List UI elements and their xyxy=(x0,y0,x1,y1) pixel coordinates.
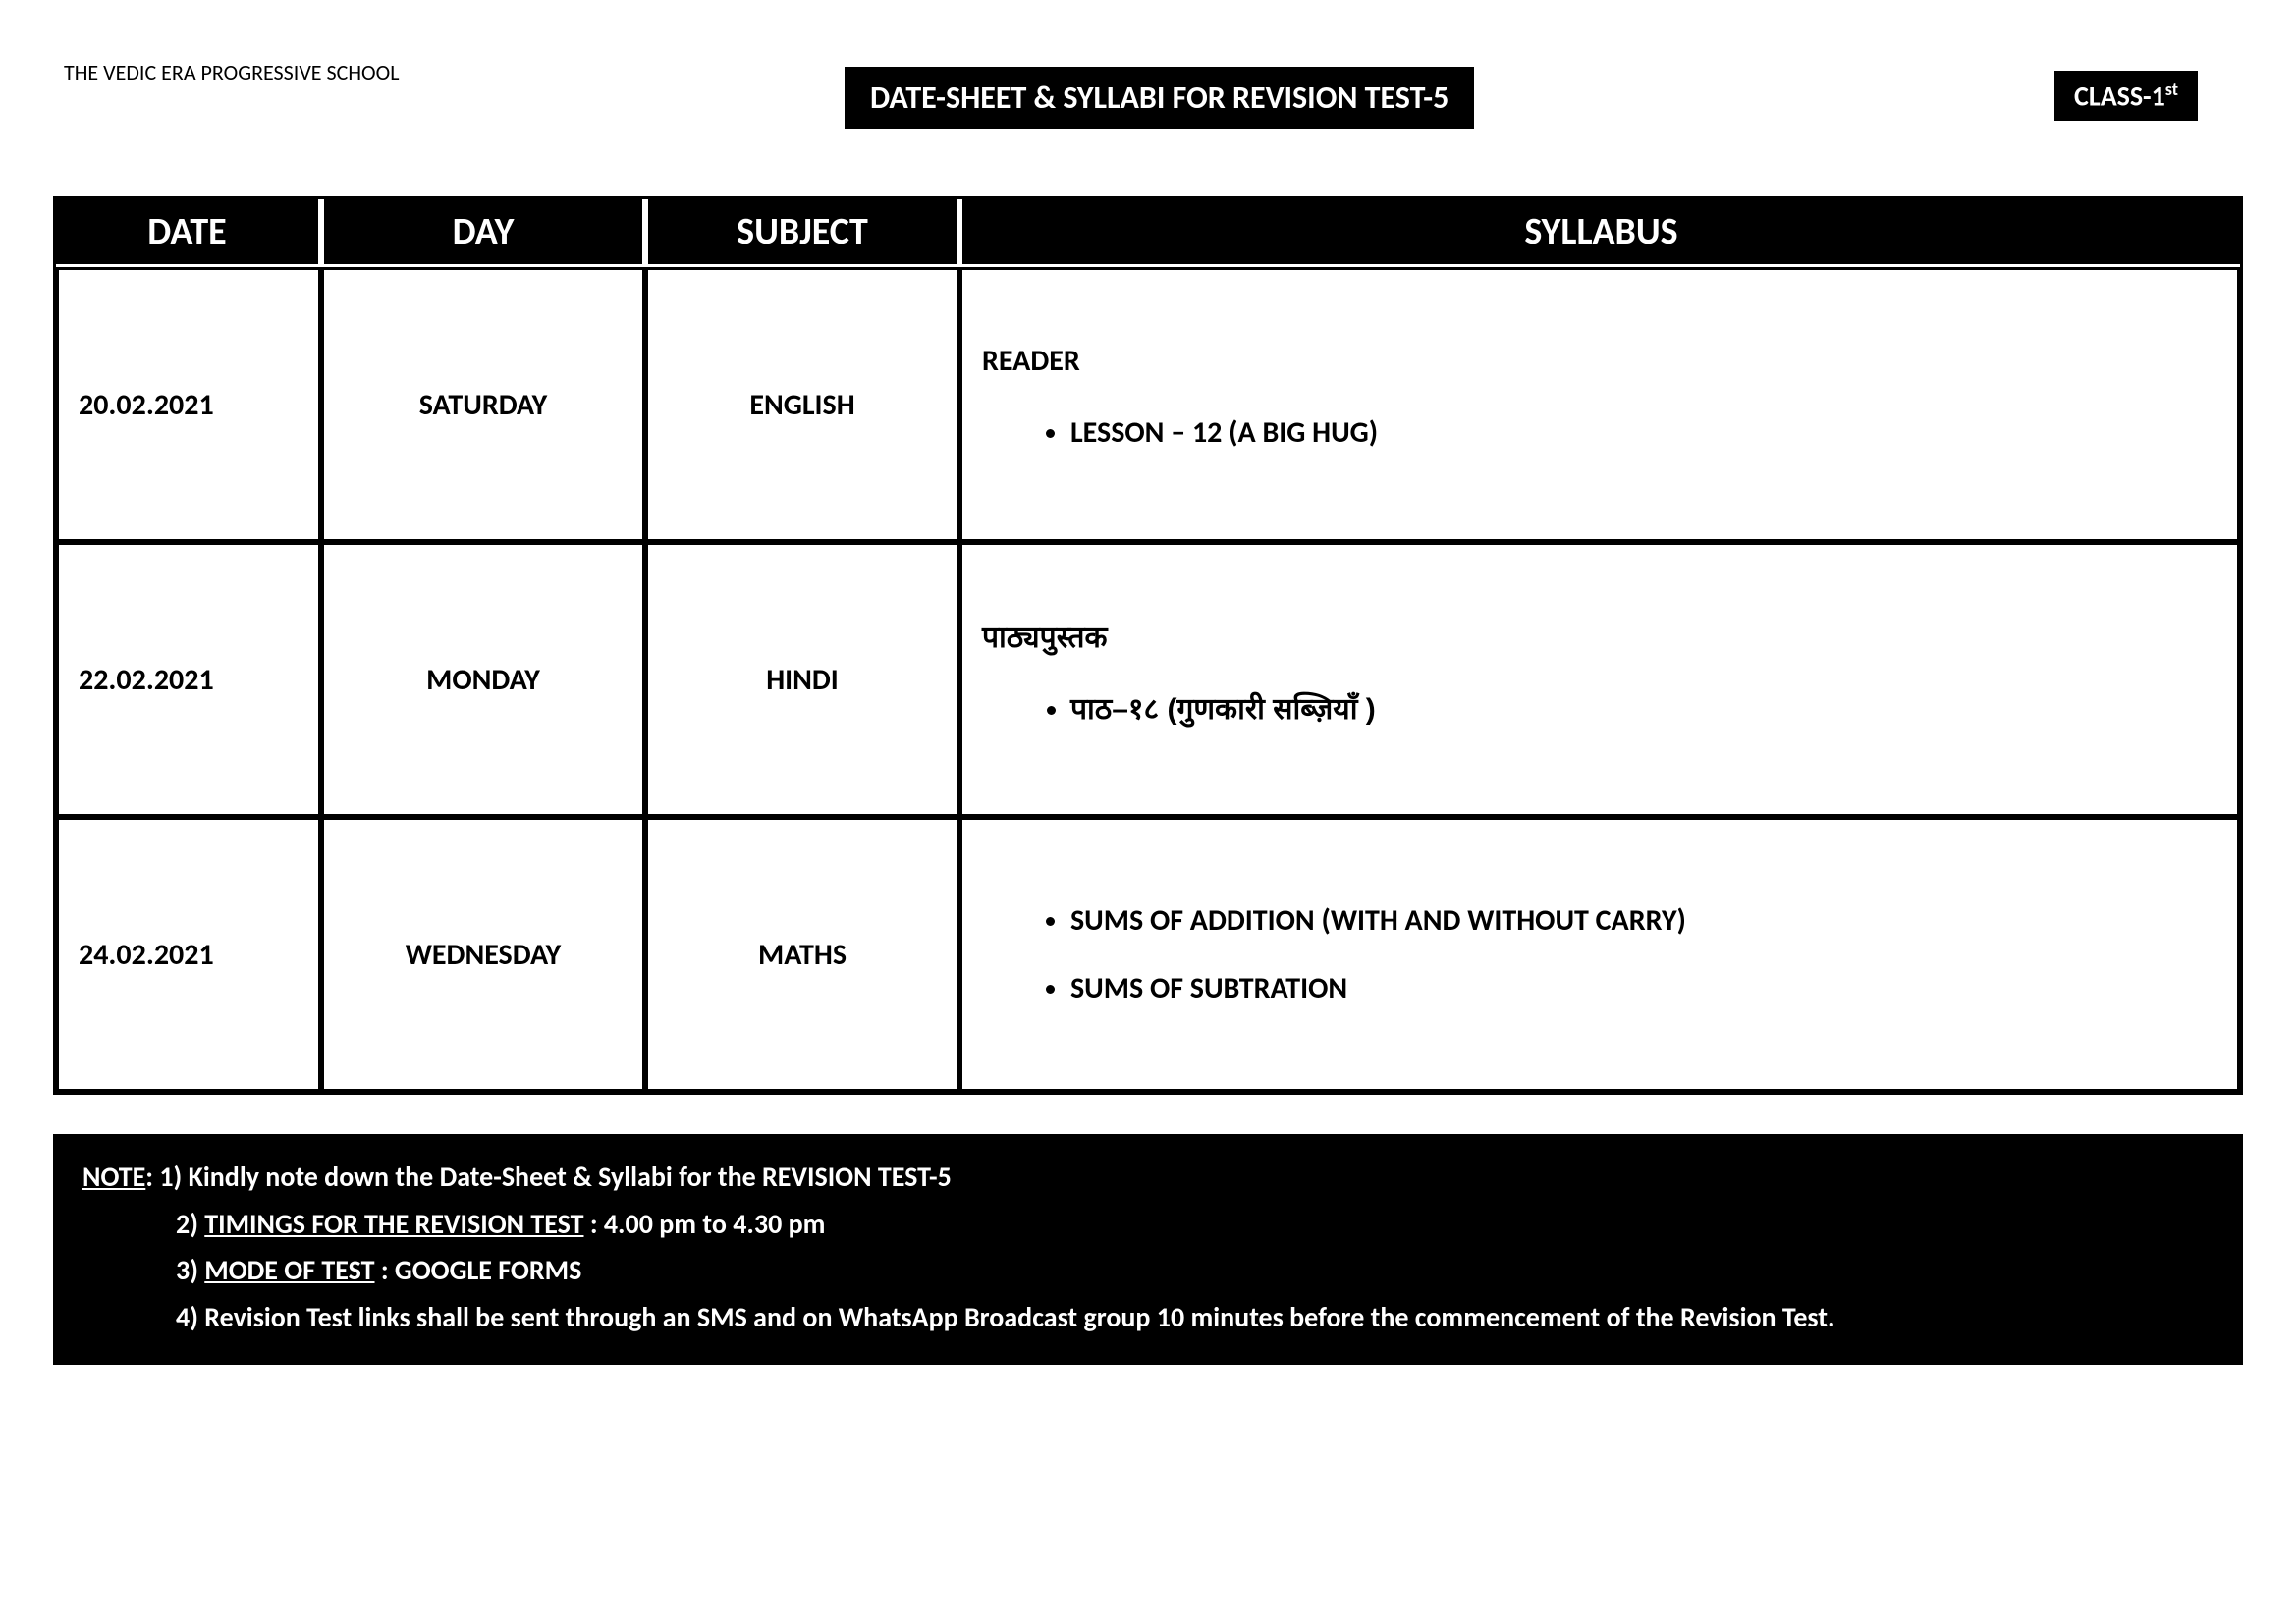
note-line: 2) TIMINGS FOR THE REVISION TEST : 4.00 … xyxy=(82,1201,2214,1248)
cell-day: SATURDAY xyxy=(321,267,645,542)
table-header-row: DATE DAY SUBJECT SYLLABUS xyxy=(56,199,2240,267)
syllabus-item: SUMS OF ADDITION (WITH AND WITHOUT CARRY… xyxy=(1070,887,2217,954)
syllabus-heading: READER xyxy=(982,343,2217,379)
note-rest: : 4.00 pm to 4.30 pm xyxy=(583,1207,825,1241)
class-badge: CLASS-1st xyxy=(2054,71,2198,121)
col-header-day: DAY xyxy=(321,199,645,267)
cell-syllabus: पाठ्यपुस्तक पाठ–१८ (गुणकारी सब्ज़ियाँ ) xyxy=(959,542,2240,817)
syllabus-list: LESSON – 12 (A BIG HUG) xyxy=(982,399,2217,466)
col-header-date: DATE xyxy=(56,199,321,267)
note-rest: : GOOGLE FORMS xyxy=(375,1253,582,1287)
cell-date: 20.02.2021 xyxy=(56,267,321,542)
table-row: 22.02.2021MONDAYHINDI पाठ्यपुस्तक पाठ–१८ (… xyxy=(56,542,2240,817)
note-line: 3) MODE OF TEST : GOOGLE FORMS xyxy=(82,1247,2214,1294)
cell-date: 22.02.2021 xyxy=(56,542,321,817)
cell-subject: HINDI xyxy=(645,542,959,817)
note-text: : 1) Kindly note down the Date-Sheet & S… xyxy=(145,1160,952,1194)
table-body: 20.02.2021SATURDAYENGLISH READER LESSON – … xyxy=(56,267,2240,1092)
note-label: NOTE xyxy=(82,1160,145,1194)
cell-syllabus: SUMS OF ADDITION (WITH AND WITHOUT CARRY… xyxy=(959,817,2240,1092)
table-row: 20.02.2021SATURDAYENGLISH READER LESSON – … xyxy=(56,267,2240,542)
cell-day: WEDNESDAY xyxy=(321,817,645,1092)
cell-date: 24.02.2021 xyxy=(56,817,321,1092)
school-name: THE VEDIC ERA PROGRESSIVE SCHOOL xyxy=(64,59,399,85)
syllabus-list: SUMS OF ADDITION (WITH AND WITHOUT CARRY… xyxy=(982,887,2217,1022)
note-underline: MODE OF TEST xyxy=(204,1253,374,1287)
note-prefix: 3) xyxy=(176,1253,204,1287)
class-prefix: CLASS-1 xyxy=(2074,79,2165,113)
note-line: 4) Revision Test links shall be sent thr… xyxy=(82,1294,2214,1341)
page-title: DATE-SHEET & SYLLABI FOR REVISION TEST-5 xyxy=(845,67,1474,129)
cell-subject: MATHS xyxy=(645,817,959,1092)
note-prefix: 2) xyxy=(176,1207,204,1241)
note-line: NOTE: 1) Kindly note down the Date-Sheet… xyxy=(82,1154,2214,1201)
class-suffix: st xyxy=(2165,79,2178,100)
note-underline: TIMINGS FOR THE REVISION TEST xyxy=(204,1207,583,1241)
cell-subject: ENGLISH xyxy=(645,267,959,542)
note-box: NOTE: 1) Kindly note down the Date-Sheet… xyxy=(53,1134,2243,1365)
cell-syllabus: READER LESSON – 12 (A BIG HUG) xyxy=(959,267,2240,542)
col-header-subject: SUBJECT xyxy=(645,199,959,267)
syllabus-item: पाठ–१८ (गुणकारी सब्ज़ियाँ ) xyxy=(1070,676,2217,743)
syllabus-item: LESSON – 12 (A BIG HUG) xyxy=(1070,399,2217,466)
cell-day: MONDAY xyxy=(321,542,645,817)
note-text: Revision Test links shall be sent throug… xyxy=(204,1300,1834,1334)
col-header-syllabus: SYLLABUS xyxy=(959,199,2240,267)
table-row: 24.02.2021WEDNESDAYMATHS SUMS OF ADDITION… xyxy=(56,817,2240,1092)
syllabus-list: पाठ–१८ (गुणकारी सब्ज़ियाँ ) xyxy=(982,676,2217,743)
datesheet-table: DATE DAY SUBJECT SYLLABUS 20.02.2021SATU… xyxy=(53,196,2243,1095)
syllabus-heading: पाठ्यपुस्तक xyxy=(982,616,2217,656)
note-prefix: 4) xyxy=(176,1300,204,1334)
syllabus-item: SUMS OF SUBTRATION xyxy=(1070,954,2217,1022)
